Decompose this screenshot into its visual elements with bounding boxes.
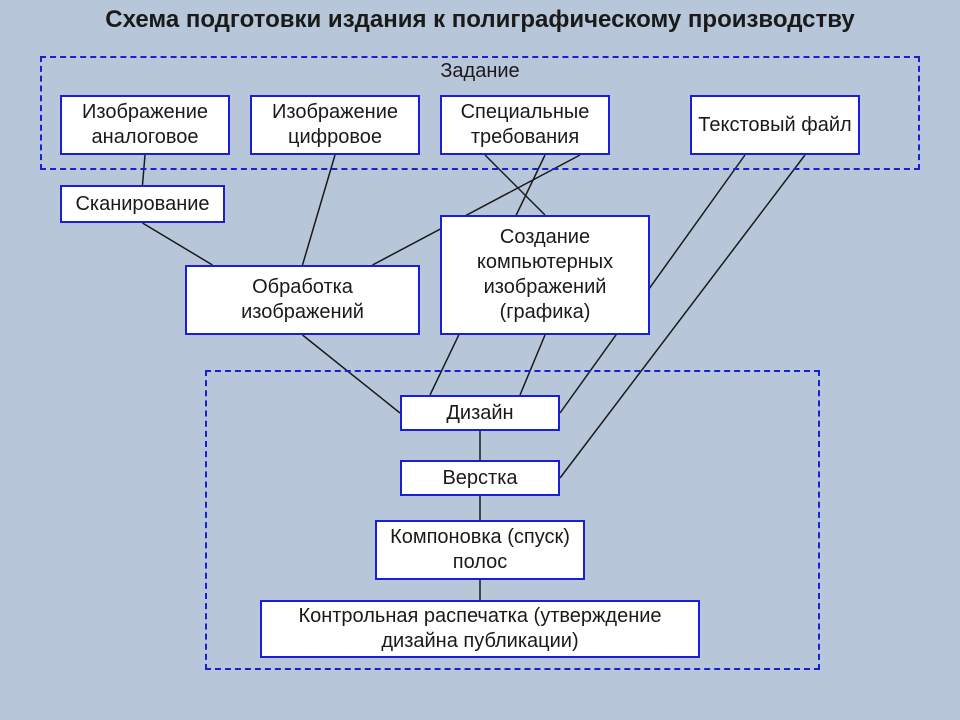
node-impose: Компоновка (спуск) полос bbox=[375, 520, 585, 580]
node-textfile: Текстовый файл bbox=[690, 95, 860, 155]
diagram-title: Схема подготовки издания к полиграфическ… bbox=[0, 6, 960, 34]
node-analog: Изображение аналоговое bbox=[60, 95, 230, 155]
node-special: Специальные требования bbox=[440, 95, 610, 155]
edge-digital-process bbox=[303, 155, 336, 265]
node-layout: Верстка bbox=[400, 460, 560, 496]
node-create: Создание компьютерных изображений (графи… bbox=[440, 215, 650, 335]
diagram-stage: Схема подготовки издания к полиграфическ… bbox=[0, 0, 960, 720]
node-proof: Контрольная распечатка (утверждение диза… bbox=[260, 600, 700, 658]
node-design: Дизайн bbox=[400, 395, 560, 431]
edge-scan-process bbox=[143, 223, 213, 265]
node-digital: Изображение цифровое bbox=[250, 95, 420, 155]
node-process: Обработка изображений bbox=[185, 265, 420, 335]
node-scan: Сканирование bbox=[60, 185, 225, 223]
container-label-task: Задание bbox=[0, 60, 960, 83]
